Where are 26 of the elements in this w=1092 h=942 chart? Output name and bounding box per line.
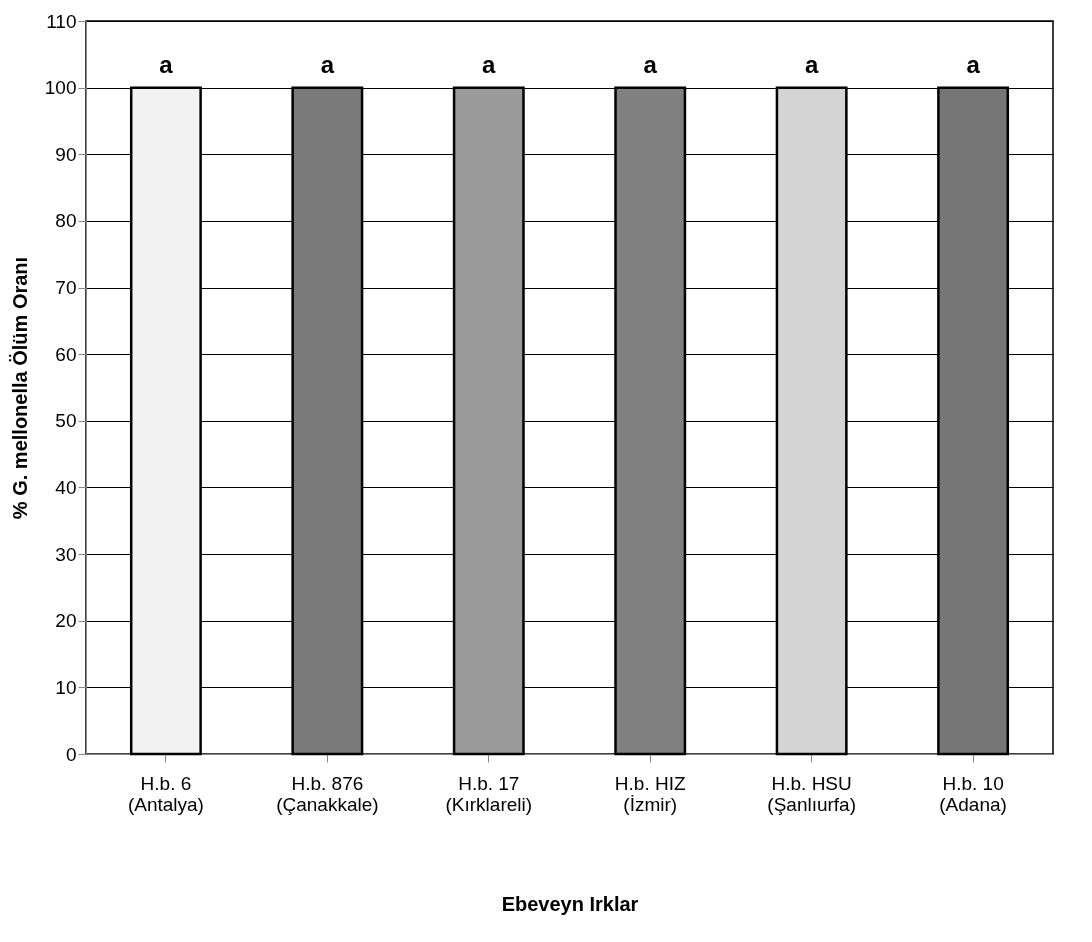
annotation: a — [159, 50, 174, 78]
x-tick-label: H.b. HSU (Şanlıurfa) — [767, 772, 857, 815]
annotation: a — [643, 50, 658, 78]
annotation: a — [966, 50, 981, 78]
y-tick-label: 70 — [55, 277, 77, 299]
x-tick-label: H.b. 6 (Antalya) — [127, 772, 204, 815]
x-tick-label: H.b. HIZ (İzmir) — [614, 772, 686, 815]
y-tick-label: 0 — [65, 743, 77, 765]
y-tick-label: 50 — [55, 410, 77, 432]
y-tick-label: 10 — [55, 676, 77, 698]
y-tick-label: 110 — [46, 10, 77, 32]
y-tick-label: 100 — [44, 77, 77, 99]
x-tick-label: H.b. 10 (Adana) — [939, 772, 1007, 815]
y-tick-label: 30 — [55, 543, 77, 565]
y-tick-label: 40 — [55, 476, 77, 498]
annotation: a — [482, 50, 497, 78]
y-tick-label: 60 — [55, 343, 77, 365]
x-tick-label: H.b. 17 (Kırklareli) — [445, 772, 533, 815]
x-axis-title: Ebeveyn Irklar — [501, 892, 639, 915]
x-tick-label: H.b. 876 (Çanakkale) — [276, 772, 379, 815]
annotation: a — [320, 50, 335, 78]
y-tick-label: 80 — [55, 210, 77, 232]
annotation: a — [804, 50, 819, 78]
y-axis-title: % G. mellonella Ölüm Oranı — [8, 256, 31, 520]
y-tick-label: 90 — [55, 143, 77, 165]
y-tick-label: 20 — [55, 610, 77, 632]
